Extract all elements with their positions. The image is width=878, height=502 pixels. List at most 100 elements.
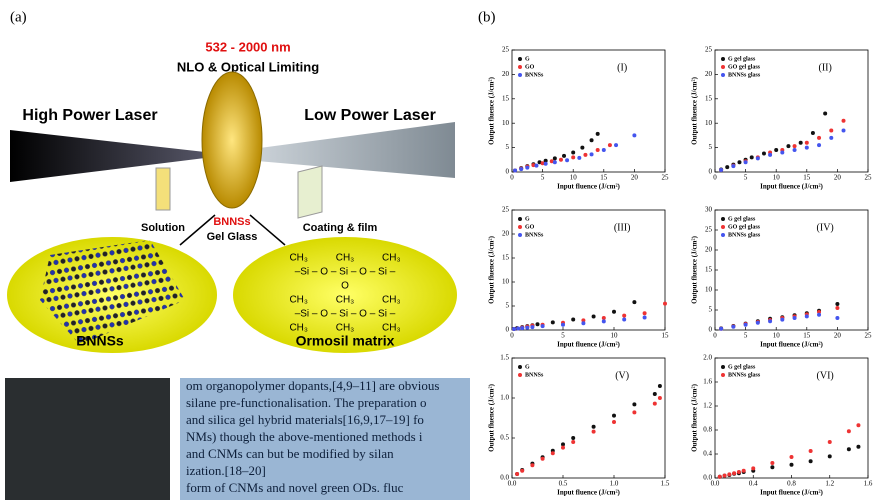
x-tick-label: 5 — [541, 174, 545, 182]
atom — [43, 289, 48, 294]
atom — [183, 211, 188, 216]
chem-row: CH₃ CH₃ CH₃ — [289, 253, 400, 264]
atom — [68, 294, 73, 299]
point — [622, 314, 626, 318]
y-tick-label: 5 — [506, 143, 510, 151]
atom — [190, 210, 195, 215]
point — [732, 471, 736, 475]
chem-row: CH₃ CH₃ CH₃ — [289, 295, 400, 306]
x-tick-label: 15 — [662, 332, 670, 340]
legend-label: BNNSs — [525, 232, 544, 238]
atom — [82, 219, 87, 224]
atom — [162, 287, 167, 292]
y-tick-label: 10 — [705, 286, 713, 294]
point — [856, 423, 860, 427]
point — [653, 402, 657, 406]
atom — [127, 275, 132, 280]
point — [525, 326, 529, 330]
atom — [117, 303, 122, 308]
x-tick-label: 1.6 — [864, 480, 873, 488]
atom — [117, 249, 122, 254]
y-axis-label: Output fluence (J/cm²) — [691, 235, 699, 303]
atom — [134, 310, 139, 315]
legend-marker — [518, 233, 522, 237]
y-tick-label: 1.5 — [500, 354, 509, 362]
point — [847, 429, 851, 433]
atom — [120, 294, 125, 299]
atom — [120, 276, 125, 281]
atom — [134, 220, 139, 225]
chart-title: (II) — [818, 62, 831, 73]
atom — [187, 201, 192, 206]
atom — [47, 225, 52, 230]
atom — [78, 301, 83, 306]
point — [829, 136, 833, 140]
y-tick-label: 20 — [502, 230, 510, 238]
atom — [61, 223, 66, 228]
x-tick-label: 0.5 — [559, 480, 568, 488]
y-axis-label: Output fluence (J/cm²) — [488, 76, 496, 144]
atom — [176, 213, 181, 218]
point — [516, 327, 520, 331]
legend-label: BNNSs — [525, 372, 544, 378]
point — [828, 454, 832, 458]
legend-label: GO gel glass — [728, 224, 761, 230]
atom — [113, 277, 118, 282]
atom — [57, 305, 62, 310]
atom — [113, 223, 118, 228]
point — [731, 164, 735, 168]
point — [727, 472, 731, 476]
atom — [145, 262, 150, 267]
point — [719, 168, 723, 172]
y-tick-label: 0.8 — [703, 426, 712, 434]
point — [530, 325, 534, 329]
atom — [61, 313, 66, 318]
point — [725, 165, 729, 169]
atom — [71, 285, 76, 290]
x-tick-label: 1.5 — [661, 480, 670, 488]
laser-label: Low Power Laser — [304, 107, 436, 124]
atom — [64, 304, 69, 309]
y-tick-label: 5 — [709, 143, 713, 151]
atom — [103, 324, 108, 329]
chart-title: (V) — [615, 370, 629, 381]
y-tick-label: 10 — [502, 278, 510, 286]
y-tick-label: 15 — [705, 266, 713, 274]
atom — [155, 306, 160, 311]
point — [805, 141, 809, 145]
panel-label: (b) — [478, 9, 496, 25]
atom — [78, 319, 83, 324]
atom — [71, 321, 76, 326]
atom — [162, 269, 167, 274]
atom — [131, 301, 136, 306]
wavelength: 532 - 2000 nm — [205, 39, 290, 54]
legend-marker — [721, 217, 725, 221]
point — [658, 384, 662, 388]
y-axis-label: Output fluence (J/cm²) — [691, 76, 699, 144]
y-tick-label: 25 — [502, 206, 510, 214]
point — [793, 148, 797, 152]
y-tick-label: 0.0 — [500, 474, 509, 482]
atom — [169, 214, 174, 219]
point — [536, 322, 540, 326]
atom — [141, 291, 146, 296]
atom — [50, 234, 55, 239]
atom — [75, 220, 80, 225]
panel-label: (a) — [10, 9, 27, 25]
legend-marker — [518, 57, 522, 61]
point — [541, 457, 545, 461]
atom — [117, 321, 122, 326]
x-tick-label: 10 — [773, 174, 781, 182]
atom — [96, 325, 101, 330]
point — [525, 166, 529, 170]
x-tick-label: 20 — [834, 174, 842, 182]
point — [559, 158, 563, 162]
point — [770, 465, 774, 469]
atom — [103, 288, 108, 293]
point — [515, 472, 519, 476]
point — [602, 148, 606, 152]
point — [541, 324, 545, 328]
atom — [113, 295, 118, 300]
atom — [61, 277, 66, 282]
atom — [89, 218, 94, 223]
